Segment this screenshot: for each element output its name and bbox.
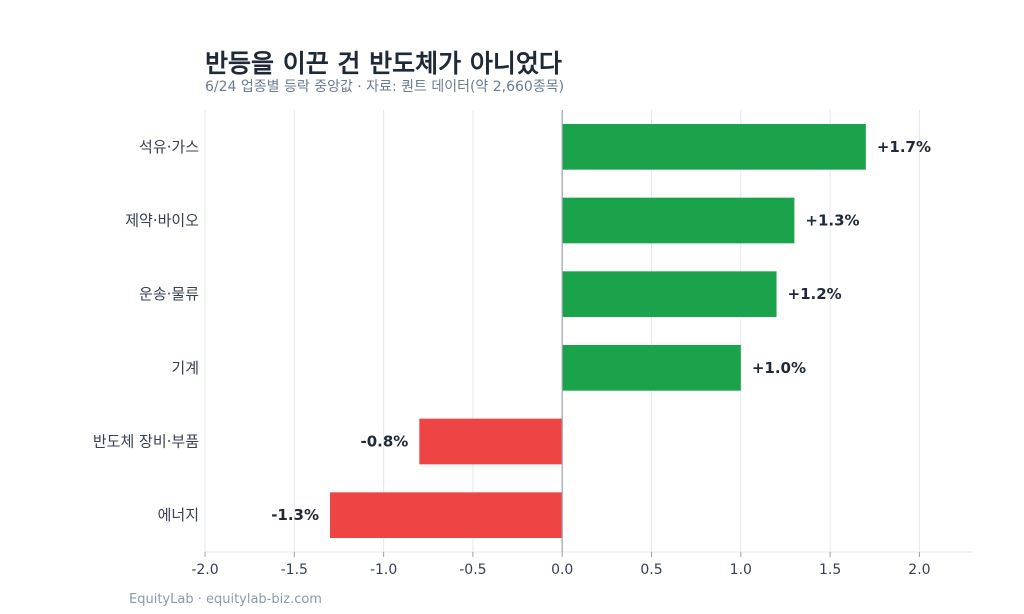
value-label: +1.0%: [752, 359, 806, 377]
x-tick-label: -1.5: [281, 562, 308, 578]
chart-title: 반등을 이끈 건 반도체가 아니었다: [205, 49, 562, 78]
value-label: +1.7%: [877, 138, 931, 156]
bar: [562, 271, 777, 318]
x-tick-label: -2.0: [191, 562, 218, 578]
x-tick-label: 1.5: [819, 562, 841, 578]
chart-subtitle: 6/24 업종별 등락 중앙값 · 자료: 퀀트 데이터(약 2,660종목): [205, 79, 565, 95]
bar: [330, 492, 563, 539]
category-label: 운송·물류: [139, 285, 199, 303]
value-label: +1.3%: [805, 212, 859, 230]
category-label: 석유·가스: [139, 138, 199, 156]
bar: [562, 344, 741, 391]
bar: [562, 123, 866, 170]
footer-credit: EquityLab · equitylab-biz.com: [129, 592, 322, 607]
value-label: -1.3%: [271, 506, 319, 524]
value-label: +1.2%: [788, 285, 842, 303]
x-tick-label: -1.0: [370, 562, 397, 578]
bar: [562, 197, 795, 244]
bar: [419, 418, 563, 465]
x-tick-label: 0.0: [551, 562, 573, 578]
category-label: 제약·바이오: [125, 212, 199, 230]
category-label: 기계: [171, 359, 199, 377]
x-tick-label: 1.0: [730, 562, 752, 578]
x-tick-label: -0.5: [459, 562, 486, 578]
x-tick-label: 0.5: [640, 562, 662, 578]
x-tick-label: 2.0: [908, 562, 930, 578]
value-label: -0.8%: [360, 433, 408, 451]
category-label: 반도체 장비·부품: [93, 433, 199, 451]
category-label: 에너지: [158, 506, 199, 524]
